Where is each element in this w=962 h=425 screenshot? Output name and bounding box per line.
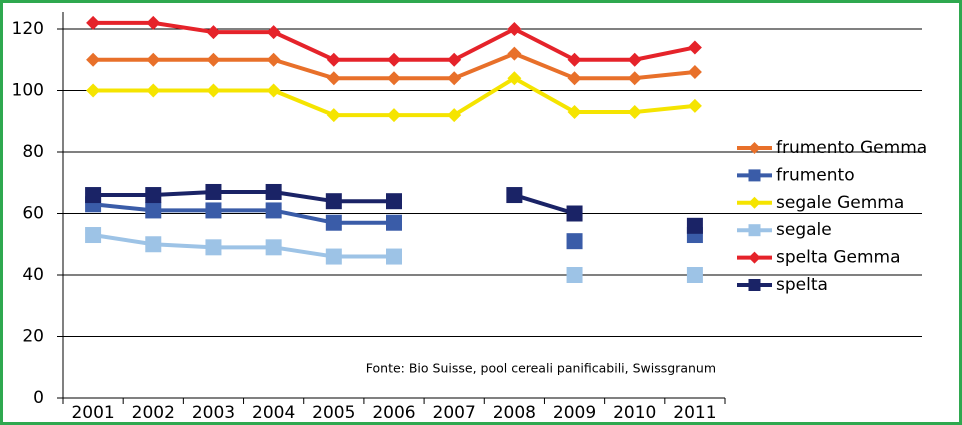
x-tick-label: 2004 <box>252 403 295 423</box>
marker <box>205 183 222 200</box>
marker <box>386 193 402 210</box>
y-tick-label: 20 <box>22 327 44 347</box>
marker <box>506 187 523 204</box>
legend-label: frumento <box>776 165 855 185</box>
series-line <box>92 202 394 225</box>
marker <box>386 248 402 265</box>
marker <box>567 105 582 120</box>
marker <box>566 205 583 222</box>
marker <box>86 52 101 67</box>
marker <box>686 217 703 234</box>
x-tick-label: 2002 <box>132 403 175 423</box>
legend-marker <box>748 224 761 237</box>
marker <box>86 83 101 98</box>
y-tick-label: 40 <box>22 265 44 285</box>
x-tick-label: 2007 <box>433 403 476 423</box>
x-tick-label: 2001 <box>71 403 114 423</box>
marker <box>567 71 582 86</box>
marker <box>85 227 102 244</box>
marker <box>266 25 281 40</box>
x-tick-label: 2005 <box>312 403 355 423</box>
series-line <box>93 189 394 204</box>
marker <box>567 52 582 67</box>
x-tick-label: 2011 <box>673 403 716 423</box>
marker <box>145 187 162 204</box>
marker <box>687 40 702 55</box>
legend-marker <box>748 196 761 209</box>
marker <box>85 187 102 204</box>
legend-marker <box>748 142 761 154</box>
y-tick-label: 0 <box>33 388 44 408</box>
marker <box>687 98 702 113</box>
marker <box>627 105 642 120</box>
marker <box>387 52 401 67</box>
legend-label: segale Gemma <box>776 193 904 213</box>
x-tick-label: 2009 <box>553 403 596 423</box>
series-line <box>513 193 576 216</box>
marker <box>206 52 221 67</box>
marker <box>447 71 462 86</box>
marker <box>326 108 341 123</box>
legend-marker <box>748 251 761 264</box>
y-tick-label: 100 <box>12 81 44 101</box>
marker <box>146 52 161 67</box>
marker <box>447 108 462 123</box>
marker <box>627 52 642 67</box>
marker <box>507 22 522 36</box>
marker <box>687 65 702 80</box>
y-tick-label: 60 <box>22 204 44 224</box>
marker <box>326 52 341 67</box>
marker <box>326 71 341 86</box>
marker <box>265 239 282 256</box>
marker <box>265 202 282 219</box>
series-line <box>92 233 394 259</box>
marker <box>325 214 342 231</box>
y-tick-label: 80 <box>22 142 44 162</box>
x-tick-label: 2006 <box>372 403 415 423</box>
x-tick-label: 2010 <box>613 403 656 423</box>
marker <box>387 108 401 123</box>
marker <box>325 248 342 265</box>
legend-label: segale <box>776 220 832 240</box>
marker <box>507 46 522 61</box>
marker <box>566 233 583 250</box>
legend-label: frumento Gemma <box>776 138 927 158</box>
marker <box>507 71 522 86</box>
marker <box>387 71 401 86</box>
marker <box>146 15 161 30</box>
marker <box>206 25 221 40</box>
x-tick-label: 2003 <box>192 403 235 423</box>
marker <box>145 236 162 253</box>
y-tick-label: 120 <box>12 19 44 39</box>
marker <box>325 193 342 210</box>
marker <box>265 183 282 200</box>
legend-marker <box>748 279 761 291</box>
marker <box>206 83 221 98</box>
marker <box>205 239 222 256</box>
marker <box>86 15 101 30</box>
marker <box>146 83 161 98</box>
marker <box>627 71 642 86</box>
x-tick-label: 2008 <box>493 403 536 423</box>
legend-label: spelta <box>776 275 828 295</box>
legend-marker <box>748 169 761 182</box>
legend-label: spelta Gemma <box>776 248 901 268</box>
marker <box>686 267 703 283</box>
marker <box>266 83 281 98</box>
source-note: Fonte: Bio Suisse, pool cereali panifica… <box>366 361 716 376</box>
marker <box>447 52 462 67</box>
marker <box>205 202 222 219</box>
marker <box>386 214 402 231</box>
marker <box>566 267 583 283</box>
marker <box>145 202 162 219</box>
marker <box>266 52 281 67</box>
